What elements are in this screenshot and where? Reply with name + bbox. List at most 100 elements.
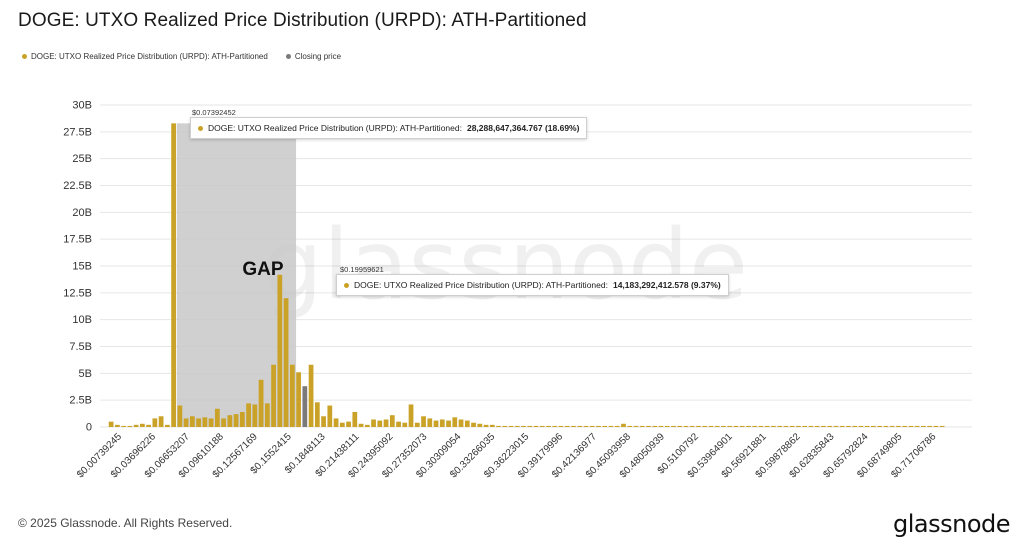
legend-item-series[interactable]: DOGE: UTXO Realized Price Distribution (… (22, 52, 268, 61)
y-tick-label: 27.5B (63, 126, 92, 138)
y-tick-label: 25B (72, 153, 92, 165)
glassnode-logo: glassnode (892, 510, 1011, 538)
urpd-bar (252, 404, 258, 427)
urpd-bar (396, 421, 401, 427)
urpd-bar (552, 425, 558, 427)
urpd-bar (589, 425, 595, 427)
urpd-bar (671, 425, 676, 427)
urpd-bar (896, 425, 901, 427)
urpd-bar (408, 404, 414, 427)
urpd-bar (127, 425, 133, 427)
urpd-bar (783, 425, 789, 427)
y-tick-label: 7.5B (69, 341, 92, 353)
urpd-bar (152, 418, 158, 427)
y-tick-label: 12.5B (63, 287, 92, 299)
urpd-bar (371, 419, 376, 427)
urpd-bar (121, 425, 126, 427)
urpd-bar (746, 425, 751, 427)
y-tick-label: 5B (79, 368, 92, 380)
urpd-bar (189, 416, 195, 427)
urpd-bar (177, 405, 183, 427)
tooltip-2-value: 14,183,292,412.578 (9.37%) (612, 280, 721, 290)
urpd-bar (139, 423, 145, 427)
urpd-bar (377, 420, 383, 427)
urpd-bar (689, 425, 695, 427)
urpd-bar (533, 425, 539, 427)
urpd-bar (721, 425, 726, 427)
urpd-bar (108, 421, 114, 427)
urpd-bar (221, 418, 226, 427)
urpd-bar (702, 425, 708, 427)
urpd-bar (508, 425, 514, 427)
urpd-bar (696, 425, 701, 427)
tooltip-1-price: $0.07392452 (192, 108, 236, 117)
urpd-bar (583, 425, 589, 427)
urpd-bar (383, 419, 389, 427)
urpd-bar (827, 425, 833, 427)
y-tick-label: 0 (86, 422, 92, 434)
urpd-bar (758, 425, 764, 427)
chart-legend: DOGE: UTXO Realized Price Distribution (… (22, 52, 341, 61)
urpd-bar (233, 414, 239, 427)
urpd-bar (327, 405, 333, 427)
tooltip-2-label: DOGE: UTXO Realized Price Distribution (… (354, 280, 608, 290)
urpd-bar (658, 425, 664, 427)
tooltip-1-dot-icon (198, 125, 203, 131)
urpd-bar (877, 425, 883, 427)
gap-label: GAP (242, 259, 284, 280)
urpd-bar (764, 425, 770, 427)
urpd-bar (458, 419, 464, 427)
urpd-bar (214, 408, 220, 427)
urpd-bar (414, 422, 420, 427)
urpd-bar (939, 425, 945, 427)
tooltip-1-label: DOGE: UTXO Realized Price Distribution (… (208, 123, 462, 133)
urpd-bar (727, 425, 733, 427)
y-tick-label: 22.5B (63, 180, 92, 192)
urpd-bar (333, 418, 339, 427)
urpd-bar (196, 418, 201, 427)
urpd-bar (771, 425, 776, 427)
chart-title: DOGE: UTXO Realized Price Distribution (… (18, 10, 587, 31)
urpd-bar (833, 425, 839, 427)
urpd-bar (433, 420, 439, 427)
urpd-bar (364, 424, 370, 427)
urpd-bar (227, 415, 233, 427)
urpd-bar (527, 425, 533, 427)
urpd-bar (846, 425, 851, 427)
urpd-bar (358, 423, 364, 427)
urpd-bar (439, 419, 445, 427)
urpd-bar (296, 372, 301, 427)
urpd-bar (789, 425, 795, 427)
urpd-bar (427, 418, 433, 427)
urpd-bar (871, 425, 876, 427)
urpd-bar (452, 417, 458, 427)
urpd-bar (239, 411, 245, 427)
legend-dot-closing-icon (285, 54, 291, 59)
urpd-bar (714, 425, 720, 427)
urpd-bar (596, 425, 601, 427)
tooltip-2-dot-icon (344, 282, 349, 288)
urpd-bar (577, 425, 583, 427)
urpd-bar (777, 425, 783, 427)
urpd-bar (471, 422, 476, 427)
urpd-bar (883, 425, 889, 427)
legend-item-closing[interactable]: Closing price (285, 52, 341, 61)
urpd-bar (539, 425, 545, 427)
urpd-bar (271, 364, 276, 427)
copyright-text: © 2025 Glassnode. All Rights Reserved. (18, 516, 233, 530)
urpd-bar (283, 298, 289, 427)
legend-series-label: DOGE: UTXO Realized Price Distribution (… (31, 52, 268, 61)
urpd-bar (164, 424, 170, 427)
urpd-bar (496, 425, 501, 427)
urpd-bar (902, 425, 908, 427)
urpd-bar (558, 425, 564, 427)
urpd-bar (664, 425, 670, 427)
urpd-bar (202, 417, 208, 427)
legend-dot-series-icon (22, 54, 27, 59)
closing-price-bar (302, 386, 308, 427)
urpd-bar (646, 425, 651, 427)
urpd-bar (489, 424, 495, 427)
urpd-bar (133, 424, 139, 427)
urpd-bar (389, 415, 395, 427)
urpd-bar (571, 425, 576, 427)
